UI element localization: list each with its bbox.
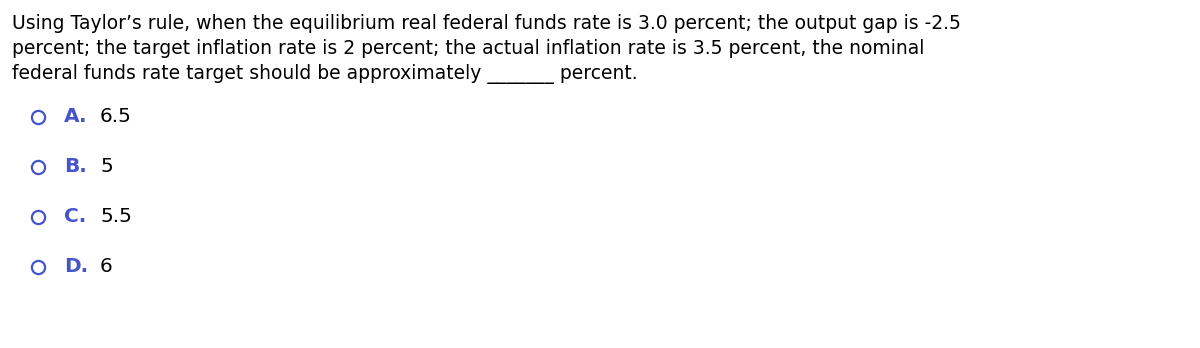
Text: C.: C.: [64, 206, 86, 226]
Text: D.: D.: [64, 256, 88, 276]
Text: Using Taylor’s rule, when the equilibrium real federal funds rate is 3.0 percent: Using Taylor’s rule, when the equilibriu…: [12, 14, 961, 33]
Text: percent; the target inflation rate is 2 percent; the actual inflation rate is 3.: percent; the target inflation rate is 2 …: [12, 39, 924, 58]
Text: B.: B.: [64, 157, 86, 175]
Text: 6.5: 6.5: [100, 106, 132, 126]
Text: federal funds rate target should be approximately _______ percent.: federal funds rate target should be appr…: [12, 64, 637, 84]
Text: 5.5: 5.5: [100, 206, 132, 226]
Text: 5: 5: [100, 157, 113, 175]
Text: A.: A.: [64, 106, 88, 126]
Text: 6: 6: [100, 256, 113, 276]
